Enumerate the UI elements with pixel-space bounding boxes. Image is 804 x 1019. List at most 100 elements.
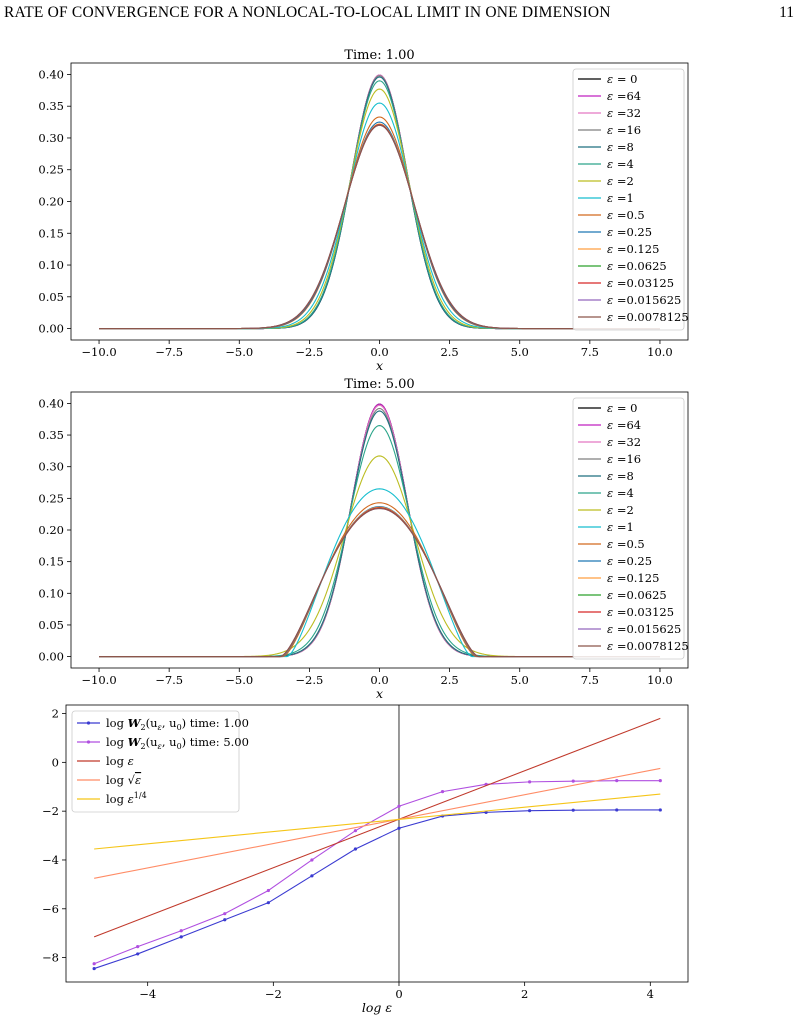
legend-value: =0.0078125 (613, 639, 688, 653)
legend-subscript: 2 (141, 742, 146, 751)
legend-symbol: ε (607, 537, 613, 551)
legend: ε = 0ε =64ε =32ε =16ε =8ε =4ε =2ε =1ε =0… (572, 68, 689, 331)
legend-subscript: ε (158, 742, 162, 751)
x-tick-label: 10.0 (647, 345, 673, 359)
x-tick-label: 7.5 (581, 673, 599, 687)
legend-label: ε =16 (607, 452, 641, 466)
legend-value: =64 (613, 89, 641, 103)
legend-text: log (106, 735, 128, 749)
legend-symbol: ε (607, 293, 613, 307)
legend-label: log W2(uε, u0) time: 1.00 (106, 716, 249, 732)
series-group (92, 717, 662, 971)
legend-symbol: ε (607, 72, 613, 86)
series-marker (223, 912, 227, 916)
legend-symbol: ε (607, 588, 613, 602)
series-line (93, 780, 661, 965)
legend-label: ε =0.125 (607, 571, 659, 585)
series-marker (92, 962, 96, 966)
legend-value: =0.125 (613, 242, 659, 256)
legend-label: ε =0.03125 (607, 276, 674, 290)
legend-value: =1 (613, 191, 634, 205)
legend-text: (u (146, 716, 158, 730)
legend-symbol: ε (607, 157, 613, 171)
legend-value: =64 (613, 418, 641, 432)
legend-value: =0.5 (613, 537, 645, 551)
x-tick-label: −2.5 (295, 673, 323, 687)
series-marker (310, 858, 314, 862)
legend-box (572, 397, 685, 660)
series-marker (266, 888, 270, 893)
legend-symbol: ε (607, 452, 613, 466)
legend-label: ε =4 (607, 157, 634, 171)
y-tick-label: 0.15 (38, 555, 64, 569)
y-tick-label: 0.30 (38, 131, 64, 145)
legend-subscript: 0 (177, 742, 182, 751)
x-tick-label: −10.0 (81, 345, 116, 359)
y-tick-label: −2 (42, 804, 59, 818)
series-line (93, 717, 661, 938)
y-tick-label: 0.20 (38, 195, 64, 209)
x-tick-label: 0 (395, 987, 402, 1001)
legend-label: log ε1/4 (106, 791, 147, 806)
chart-1: Time: 1.00 −10.0 −7.5 −5.0 −2.5 0.0 2.5 5.0 7.5 1… (38, 48, 688, 373)
legend-symbol: ε (607, 242, 613, 256)
legend-label: ε = 0 (607, 401, 637, 415)
legend-symbol: ε (607, 208, 613, 222)
legend-marker (86, 721, 91, 725)
legend-symbol: ε (607, 520, 613, 534)
legend-symbol: ε (607, 605, 613, 619)
legend-symbol: ε (607, 486, 613, 500)
legend-symbol: ε (607, 554, 613, 568)
legend-symbol: ε (607, 401, 613, 415)
legend-label: ε =0.015625 (607, 293, 681, 307)
page-header: RATE OF CONVERGENCE FOR A NONLOCAL-TO-LO… (0, 4, 804, 24)
legend: ε = 0ε =64ε =32ε =16ε =8ε =4ε =2ε =1ε =0… (572, 397, 689, 660)
legend-subscript: 0 (177, 723, 182, 732)
legend-text: (u (146, 735, 158, 749)
legend-symbol: ε (607, 435, 613, 449)
legend-value: =8 (613, 469, 634, 483)
legend-label: ε =64 (607, 418, 641, 432)
legend-label: ε =0.25 (607, 554, 652, 568)
legend-value: =0.03125 (613, 276, 674, 290)
y-tick-label: 0.25 (38, 163, 64, 177)
legend-label: ε =0.25 (607, 225, 652, 239)
legend-label: log ε (106, 754, 134, 768)
legend-text: , u (162, 735, 177, 749)
series-marker (615, 808, 619, 812)
series-marker (353, 847, 358, 851)
series-line (94, 767, 661, 879)
legend-label: ε =0.03125 (607, 605, 674, 619)
x-tick-label: −10.0 (81, 673, 116, 687)
series-marker (658, 779, 662, 783)
legend-symbol: ε (128, 792, 134, 806)
x-tick-label: 2.5 (440, 345, 458, 359)
legend-value: =8 (613, 140, 634, 154)
legend-value: =0.0625 (613, 588, 667, 602)
legend-symbol: ε (607, 310, 613, 324)
legend-symbol: ε (607, 639, 613, 653)
legend-value: =0.125 (613, 571, 659, 585)
legend-value: =1 (613, 520, 634, 534)
x-tick-label: 7.5 (581, 345, 599, 359)
legend-value: =2 (613, 503, 634, 517)
legend-w-symbol: W (128, 716, 142, 730)
y-tick-label: 0.40 (38, 67, 64, 81)
legend-label: ε =8 (607, 140, 634, 154)
legend-value: =0.015625 (613, 293, 681, 307)
legend-text: ) time: 5.00 (182, 735, 249, 749)
legend-label: ε = 0 (607, 72, 637, 86)
legend-symbol: ε (607, 174, 613, 188)
legend-label: ε =0.0625 (607, 588, 667, 602)
series-marker (310, 874, 314, 878)
x-tick-label: 0.0 (370, 673, 388, 687)
series-marker (397, 804, 401, 808)
y-tick-label: −6 (42, 902, 59, 916)
series-marker (353, 829, 358, 833)
y-tick-label: 0.10 (38, 258, 64, 272)
x-tick-label: −7.5 (155, 345, 183, 359)
legend-value: =32 (613, 435, 641, 449)
y-tick-label: 0.00 (38, 650, 64, 664)
legend-value: =16 (613, 452, 641, 466)
